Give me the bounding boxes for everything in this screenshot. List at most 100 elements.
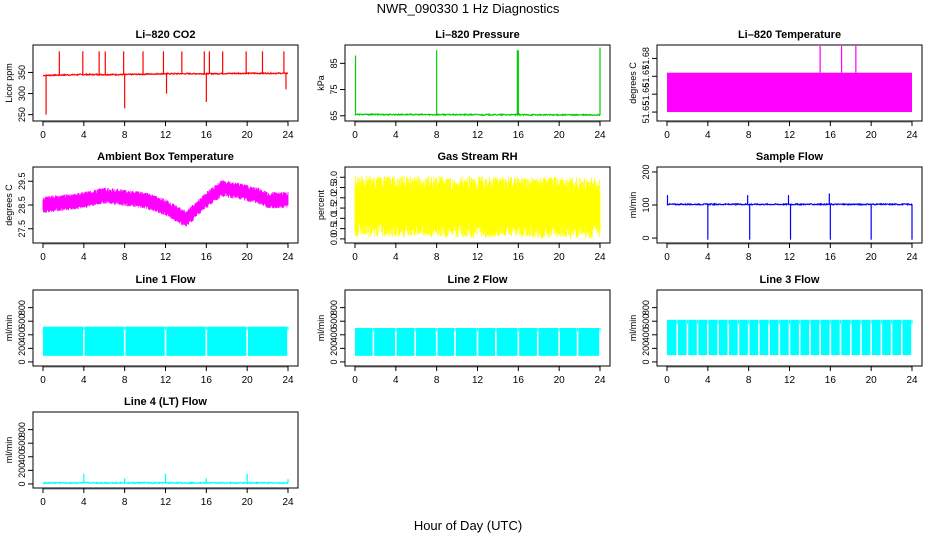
- x-tick-label: 0: [352, 130, 358, 141]
- x-tick-label: 12: [472, 130, 484, 141]
- plot-frame: [32, 44, 299, 122]
- y-tick-label: 1.0: [329, 212, 339, 225]
- y-tick-label: 100: [641, 197, 651, 212]
- panel-title: Li–820 Pressure: [435, 29, 519, 41]
- x-tick-label: 4: [393, 252, 399, 263]
- x-tick-label: 0: [352, 375, 358, 386]
- data-band: [729, 319, 738, 356]
- panel-line-2-flow: Line 2 Flow 0 4 8 12 16 20 24 0 200400600800ml/mi…: [316, 274, 611, 386]
- x-tick-label: 8: [122, 252, 128, 263]
- series-sample-flow: [666, 193, 913, 240]
- x-tick-label: 12: [472, 252, 484, 263]
- x-tick-label: 24: [282, 497, 294, 508]
- x-tick-label: 8: [122, 375, 128, 386]
- x-tick-label: 20: [242, 130, 254, 141]
- data-band: [708, 319, 718, 356]
- x-tick-label: 16: [201, 252, 213, 263]
- x-tick-label: 4: [81, 497, 87, 508]
- x-tick-label: 16: [513, 375, 525, 386]
- x-tick-label: 0: [40, 252, 46, 263]
- x-tick-label: 4: [81, 375, 87, 386]
- y-axis-label: ml/min: [4, 437, 14, 464]
- x-tick-label: 0: [664, 375, 670, 386]
- panel-title: Gas Stream RH: [437, 151, 517, 163]
- data-band: [841, 319, 850, 356]
- x-axis: 0 4 8 12 16 20 24: [664, 366, 918, 386]
- figure-xlabel: Hour of Day (UTC): [413, 518, 523, 533]
- series-line-4-lt-flow: [42, 473, 289, 485]
- x-tick-label: 0: [40, 375, 46, 386]
- panel-line-1-flow: Line 1 Flow 0 4 8 12 16 20 24 0 200400600800ml/mi…: [4, 274, 299, 386]
- y-tick-label: 300: [17, 86, 27, 101]
- y-tick-label: 3.0: [329, 171, 339, 184]
- data-trace: [42, 180, 289, 227]
- series-line-1-flow: [43, 326, 289, 356]
- data-band: [882, 319, 891, 356]
- data-band: [759, 319, 769, 356]
- x-tick-label: 8: [746, 375, 752, 386]
- data-trace: [354, 175, 601, 239]
- data-band: [810, 319, 820, 356]
- y-tick-label: 0: [17, 359, 27, 364]
- y-axis-label: percent: [316, 189, 326, 220]
- x-tick-label: 20: [554, 130, 566, 141]
- x-tick-label: 20: [554, 252, 566, 263]
- y-axis-label: ml/min: [316, 315, 326, 342]
- data-band: [749, 319, 759, 356]
- y-tick-label: 200: [641, 164, 651, 179]
- x-tick-label: 12: [160, 497, 172, 508]
- y-tick-label: 800: [17, 300, 27, 315]
- data-band: [698, 319, 708, 356]
- x-tick-label: 4: [393, 375, 399, 386]
- data-band: [416, 328, 436, 356]
- x-tick-label: 20: [866, 130, 878, 141]
- x-tick-label: 8: [122, 497, 128, 508]
- x-axis: 0 4 8 12 16 20 24: [40, 243, 294, 263]
- data-band: [43, 326, 84, 356]
- y-tick-label: 28.5: [17, 196, 27, 214]
- figure-title: NWR_090330 1 Hz Diagnostics: [376, 1, 560, 16]
- y-tick-label: 200: [17, 463, 27, 478]
- data-band: [125, 326, 165, 356]
- x-tick-label: 8: [434, 252, 440, 263]
- y-tick-label: 29.5: [17, 172, 27, 190]
- panel-title: Li–820 CO2: [136, 29, 196, 41]
- data-band: [538, 328, 559, 356]
- y-tick-label: 600: [329, 314, 339, 329]
- y-tick-label: 600: [17, 314, 27, 329]
- y-tick-label: 0: [17, 481, 27, 486]
- x-tick-label: 24: [282, 252, 294, 263]
- data-band: [790, 319, 799, 356]
- panel-title: Ambient Box Temperature: [97, 151, 234, 163]
- data-band: [739, 319, 748, 356]
- x-tick-label: 4: [705, 252, 711, 263]
- x-tick-label: 12: [160, 252, 172, 263]
- y-tick-label: 2.0: [329, 192, 339, 205]
- y-tick-label: 350: [17, 65, 27, 80]
- y-tick-label: 0: [329, 359, 339, 364]
- x-tick-label: 20: [554, 375, 566, 386]
- y-tick-label: 51.68: [641, 47, 651, 70]
- y-tick-label: 400: [17, 449, 27, 464]
- data-band: [519, 328, 537, 356]
- data-band: [355, 328, 373, 356]
- series-li-820-pressure: [354, 47, 601, 117]
- x-tick-label: 12: [472, 375, 484, 386]
- x-tick-label: 20: [242, 375, 254, 386]
- y-tick-label: 200: [17, 341, 27, 356]
- data-band: [559, 328, 577, 356]
- x-tick-label: 16: [825, 252, 837, 263]
- data-trace: [42, 71, 289, 77]
- x-axis: 0 4 8 12 16 20 24: [40, 121, 294, 141]
